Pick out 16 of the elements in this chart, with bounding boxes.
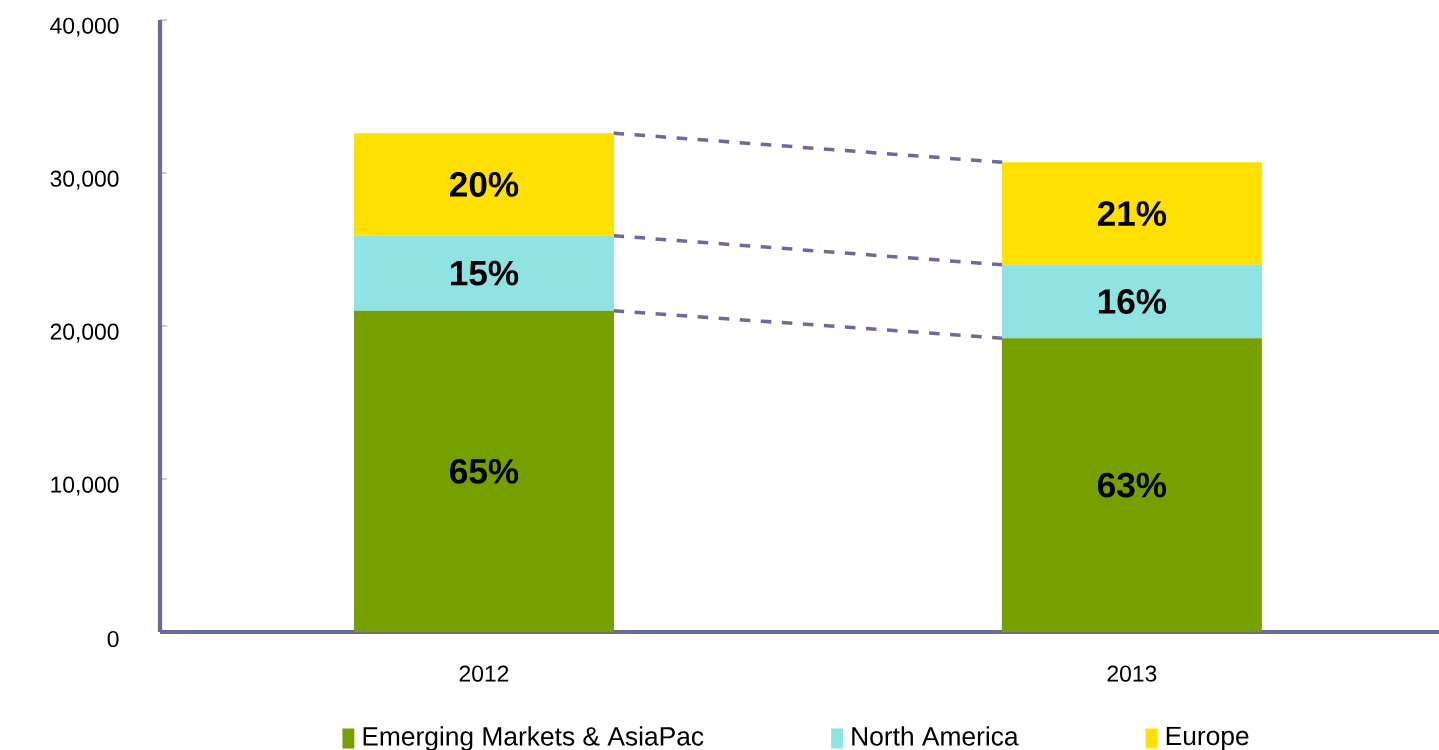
annotation: 21%: [1097, 201, 1167, 226]
legend-label: Emerging Markets & AsiaPac: [363, 726, 704, 750]
annotation: 65%: [450, 458, 519, 484]
legend-label: North America: [852, 726, 1019, 746]
y-tick-label: 30,000: [50, 170, 119, 190]
y-tick-label: 0: [107, 630, 119, 648]
legend-label: Europe: [1166, 726, 1249, 750]
x-tick-label: 2013: [1107, 665, 1157, 682]
annotation: 15%: [451, 260, 519, 286]
annotation: 63%: [1097, 472, 1167, 498]
x-tick-label: 2012: [459, 665, 509, 682]
y-tick-label: 40,000: [50, 17, 119, 37]
y-tick-label: 10,000: [51, 476, 119, 496]
y-tick-label: 20,000: [50, 323, 119, 343]
annotation: 20%: [450, 172, 519, 197]
annotation: 16%: [1098, 289, 1167, 314]
